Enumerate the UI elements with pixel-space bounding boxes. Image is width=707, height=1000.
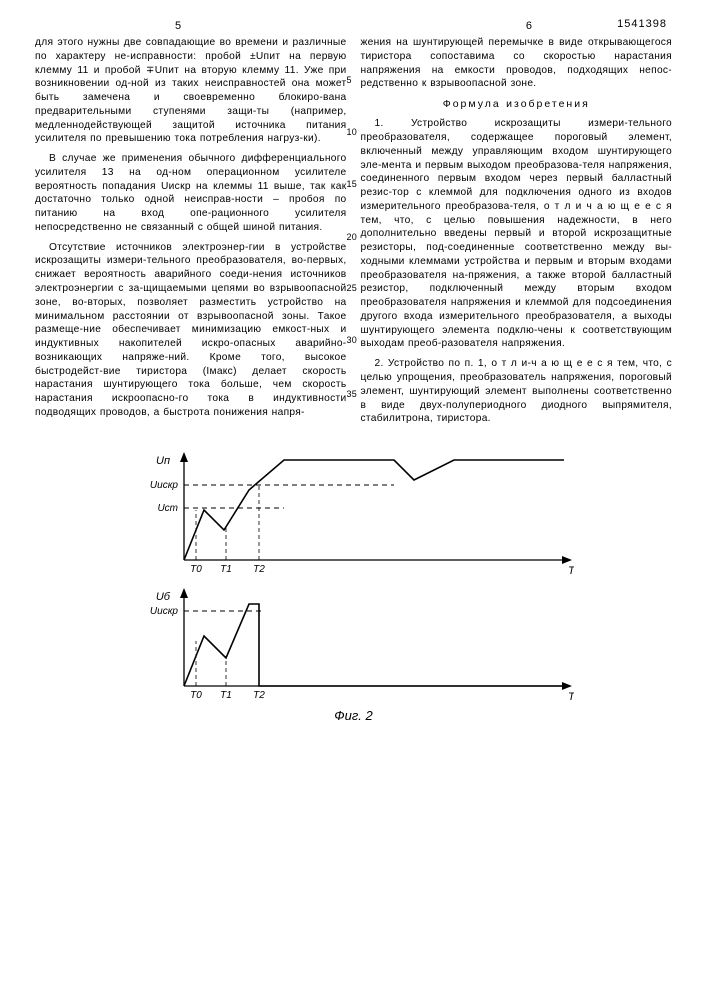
column-headers: 5 6 <box>35 20 672 32</box>
paragraph: для этого нужны две совпадающие во време… <box>35 36 347 146</box>
left-column: для этого нужны две совпадающие во време… <box>35 36 347 432</box>
figure-2-chart: Uб Uискр T0 T1 T2 T <box>134 586 574 706</box>
line-number: 10 <box>347 126 358 138</box>
line-number: 5 <box>347 74 352 86</box>
figure-caption: Фиг. 2 <box>35 708 672 723</box>
y-axis-label: Uп <box>156 455 170 467</box>
figures-block: Uп Uискр Uст T0 T1 T2 T Uб Uискр T0 T1 T… <box>35 450 672 723</box>
x-tick: T2 <box>253 564 265 575</box>
y-dash-label: Uискр <box>149 480 178 491</box>
page: 1541398 5 6 для этого нужны две совпадаю… <box>0 0 707 743</box>
svg-text:T: T <box>568 691 574 703</box>
y-dash-label: Uст <box>157 503 178 514</box>
claim: 1. Устройство искрозащиты измери-тельног… <box>361 117 673 351</box>
formula-title: Формула изобретения <box>361 97 673 111</box>
x-tick: T1 <box>220 690 232 701</box>
text-columns: для этого нужны две совпадающие во време… <box>35 36 672 432</box>
x-tick: T2 <box>253 690 265 701</box>
document-number: 1541398 <box>617 18 667 30</box>
svg-text:T: T <box>568 565 574 577</box>
paragraph: Отсутствие источников электроэнер-гии в … <box>35 241 347 420</box>
line-number: 20 <box>347 231 358 243</box>
y-dash-label: Uискр <box>149 606 178 617</box>
paragraph: жения на шунтирующей перемычке в виде от… <box>361 36 673 91</box>
x-tick: T0 <box>190 690 202 701</box>
paragraph: В случае же применения обычного дифферен… <box>35 152 347 235</box>
line-number: 35 <box>347 388 358 400</box>
x-tick: T0 <box>190 564 202 575</box>
line-number: 30 <box>347 334 358 346</box>
x-tick: T1 <box>220 564 232 575</box>
left-col-number: 5 <box>175 20 181 32</box>
claim: 2. Устройство по п. 1, о т л и-ч а ю щ е… <box>361 357 673 426</box>
right-col-number: 6 <box>526 20 532 32</box>
line-number: 15 <box>347 178 358 190</box>
figure-1-chart: Uп Uискр Uст T0 T1 T2 T <box>134 450 574 580</box>
y-axis-label: Uб <box>155 591 170 603</box>
line-number: 25 <box>347 282 358 294</box>
right-column: 5 10 15 20 25 30 35 жения на шунтирующей… <box>361 36 673 432</box>
